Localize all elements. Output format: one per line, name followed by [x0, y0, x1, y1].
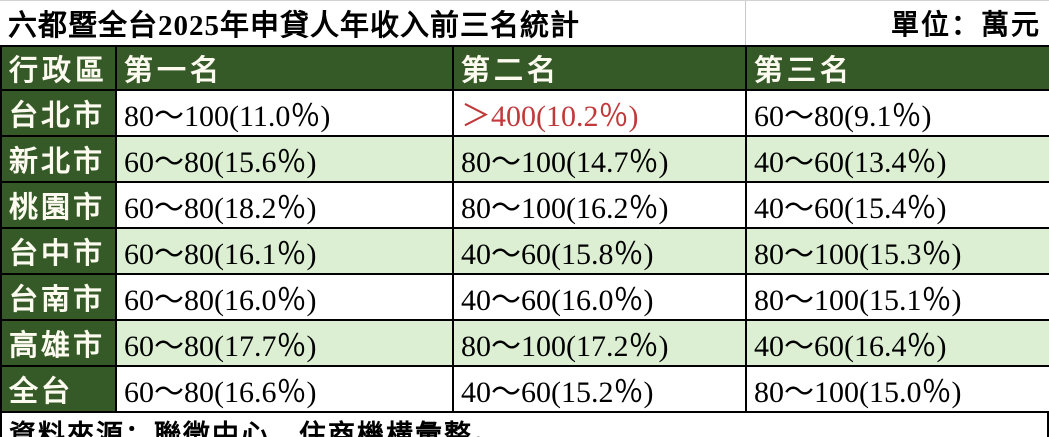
rank2-value: 80～100(17.2％): [452, 319, 747, 367]
rank1-value: 60～80(17.7％): [115, 319, 454, 367]
title-band: 六都暨全台2025年申貸人年收入前三名統計 單位：萬元: [0, 0, 1049, 45]
rank1-value: 60～80(16.6％): [115, 365, 454, 413]
col-header-rank3: 第三名: [745, 45, 1049, 91]
rank1-value: 60～80(16.1％): [115, 227, 454, 275]
col-header-rank1: 第一名: [115, 45, 454, 91]
col-header-rank2: 第二名: [452, 45, 747, 91]
table-row-tainan: 台南市 60～80(16.0％) 40～60(16.0％) 80～100(15.…: [0, 273, 1049, 321]
income-table: 行政區 第一名 第二名 第三名 台北市 80～100(11.0％) ＞400(1…: [0, 45, 1049, 413]
row-header-district: 台南市: [0, 273, 117, 321]
table-row-nationwide: 全台 60～80(16.6％) 40～60(15.2％) 80～100(15.0…: [0, 365, 1049, 413]
row-header-district: 桃園市: [0, 181, 117, 229]
rank3-value: 80～100(15.0％): [745, 365, 1049, 413]
rank1-value: 80～100(11.0％): [115, 89, 454, 137]
rank2-value: 40～60(15.2％): [452, 365, 747, 413]
rank1-value: 60～80(16.0％): [115, 273, 454, 321]
rank2-value-highlighted: ＞400(10.2％): [452, 89, 747, 137]
col-header-district: 行政區: [0, 45, 117, 91]
row-header-district: 全台: [0, 365, 117, 413]
rank3-value: 40～60(13.4％): [745, 135, 1049, 183]
header-row: 行政區 第一名 第二名 第三名: [0, 45, 1049, 91]
rank1-value: 60～80(18.2％): [115, 181, 454, 229]
rank2-value: 40～60(16.0％): [452, 273, 747, 321]
rank3-value: 40～60(16.4％): [745, 319, 1049, 367]
rank2-value: 80～100(16.2％): [452, 181, 747, 229]
rank1-value: 60～80(15.6％): [115, 135, 454, 183]
table-row-taichung: 台中市 60～80(16.1％) 40～60(15.8％) 80～100(15.…: [0, 227, 1049, 275]
rank2-value: 80～100(14.7％): [452, 135, 747, 183]
table-row-taoyuan: 桃園市 60～80(18.2％) 80～100(16.2％) 40～60(15.…: [0, 181, 1049, 229]
data-source: 資料來源：聯徵中心、住商機構彙整。: [0, 413, 1049, 437]
unit-label: 單位：萬元: [745, 1, 1049, 45]
table-row-taipei: 台北市 80～100(11.0％) ＞400(10.2％) 60～80(9.1％…: [0, 89, 1049, 137]
row-header-district: 高雄市: [0, 319, 117, 367]
row-header-district: 新北市: [0, 135, 117, 183]
rank3-value: 40～60(15.4％): [745, 181, 1049, 229]
table-row-kaohsiung: 高雄市 60～80(17.7％) 80～100(17.2％) 40～60(16.…: [0, 319, 1049, 367]
rank3-value: 60～80(9.1％): [745, 89, 1049, 137]
rank2-value: 40～60(15.8％): [452, 227, 747, 275]
page-title: 六都暨全台2025年申貸人年收入前三名統計: [8, 10, 581, 42]
rank3-value: 80～100(15.3％): [745, 227, 1049, 275]
rank3-value: 80～100(15.1％): [745, 273, 1049, 321]
row-header-district: 台北市: [0, 89, 117, 137]
row-header-district: 台中市: [0, 227, 117, 275]
table-row-newtaipei: 新北市 60～80(15.6％) 80～100(14.7％) 40～60(13.…: [0, 135, 1049, 183]
